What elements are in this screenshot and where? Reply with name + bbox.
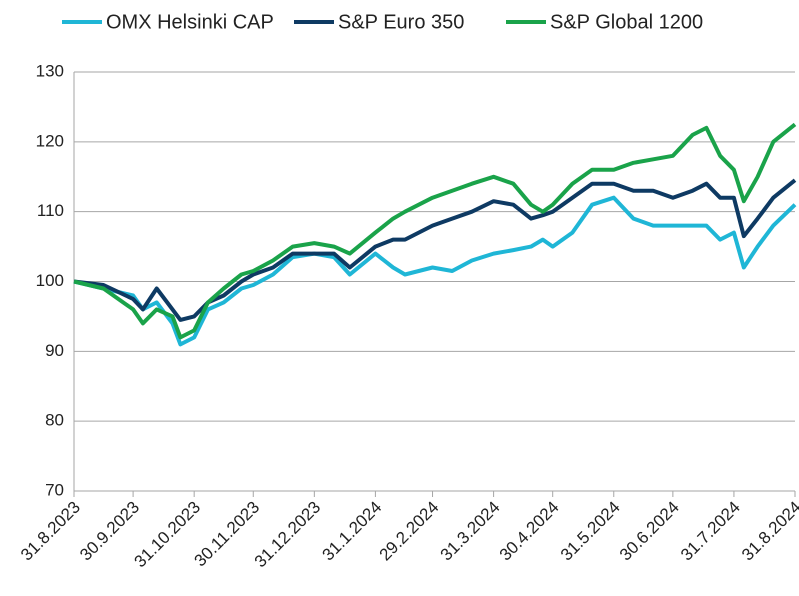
y-tick-label: 90 xyxy=(45,341,64,360)
x-tick-label: 31.5.2024 xyxy=(557,498,624,565)
x-tick-label: 30.4.2024 xyxy=(496,498,563,565)
y-tick-label: 70 xyxy=(45,480,64,499)
x-tick-label: 29.2.2024 xyxy=(376,498,443,565)
y-tick-label: 80 xyxy=(45,411,64,430)
legend-label: S&P Global 1200 xyxy=(550,11,703,33)
x-tick-label: 31.1.2024 xyxy=(318,498,385,565)
y-tick-label: 110 xyxy=(37,201,64,220)
series-line xyxy=(73,195,797,347)
x-tick-label: 31.3.2024 xyxy=(437,498,504,565)
series-line xyxy=(73,178,797,322)
y-tick-label: 100 xyxy=(36,271,64,290)
x-tick-label: 31.8.2024 xyxy=(738,498,799,565)
x-tick-label: 31.12.2023 xyxy=(251,498,325,572)
y-tick-label: 130 xyxy=(36,61,64,80)
series-line xyxy=(73,122,797,340)
x-tick-label: 30.6.2024 xyxy=(616,498,683,565)
x-tick-label: 31.7.2024 xyxy=(677,498,744,565)
legend-label: OMX Helsinki CAP xyxy=(106,11,274,33)
x-tick-label: 31.8.2023 xyxy=(17,498,84,565)
y-tick-label: 120 xyxy=(36,131,64,150)
legend-label: S&P Euro 350 xyxy=(338,11,464,33)
